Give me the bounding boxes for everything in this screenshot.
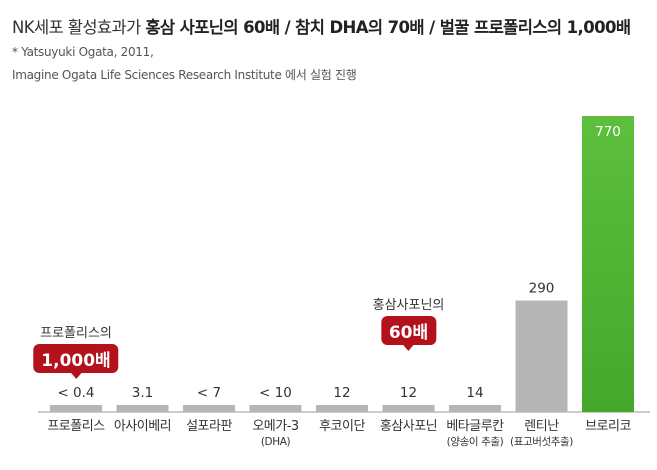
value-label-6: 14 [466, 385, 483, 401]
category-label-6: 베타글루칸 [446, 419, 504, 434]
bar-3 [249, 405, 302, 412]
value-label-2: < 7 [197, 385, 221, 401]
bar-1 [116, 405, 169, 412]
source-note-1: * Yatsuyuki Ogata, 2011, [12, 45, 154, 59]
value-label-5: 12 [400, 385, 417, 401]
chart-title: NK세포 활성효과가 홍삼 사포닌의 60배 / 참치 DHA의 70배 / 벌… [12, 14, 631, 38]
category-label-1: 아사이베리 [114, 419, 171, 434]
value-label-3: < 10 [259, 385, 292, 401]
bar-7 [515, 300, 568, 412]
category-label-3: 오메가-3 [252, 419, 299, 434]
category-sublabel-6: (양송이 추출) [447, 436, 504, 448]
category-label-7: 렌티난 [524, 419, 559, 434]
category-label-8: 브로리코 [585, 419, 631, 434]
category-label-0: 프로폴리스 [47, 419, 105, 434]
value-label-7: 290 [529, 281, 555, 297]
callout-badge-propolis: 1,000배 [33, 344, 119, 379]
callout-label-propolis: 프로폴리스의 [40, 326, 112, 341]
category-sublabel-3: (DHA) [261, 436, 291, 448]
value-label-0: < 0.4 [57, 385, 94, 401]
value-label-8: 770 [595, 124, 621, 140]
bar-6 [449, 405, 501, 412]
bar-5 [382, 405, 435, 412]
source-note-2: Imagine Ogata Life Sciences Research Ins… [12, 68, 357, 82]
callout-label-red-ginseng: 홍삼사포닌의 [372, 298, 445, 313]
value-label-1: 3.1 [132, 385, 153, 401]
bar-8 [582, 116, 634, 412]
bar-4 [316, 405, 368, 412]
callout-badge-red-ginseng: 60배 [380, 316, 437, 351]
category-label-2: 설포라판 [186, 419, 232, 434]
title-bold: 홍삼 사포닌의 60배 / 참치 DHA의 70배 / 벌꿀 프로폴리스의 1,… [145, 18, 631, 37]
category-label-5: 홍삼사포닌 [380, 419, 437, 434]
title-normal: NK세포 활성효과가 [12, 18, 146, 37]
bar-2 [183, 405, 235, 412]
bar-0 [50, 405, 102, 412]
category-label-4: 후코이단 [319, 419, 365, 434]
value-label-4: 12 [333, 385, 350, 401]
category-sublabel-7: (표고버섯추출) [510, 436, 573, 448]
